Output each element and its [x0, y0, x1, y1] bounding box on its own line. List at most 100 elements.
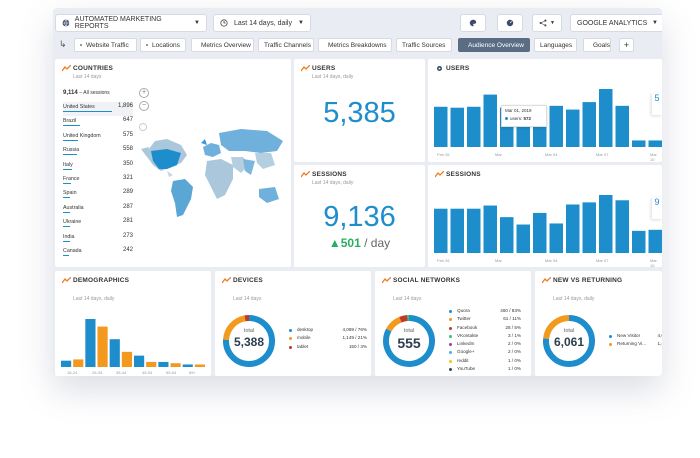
- legend-item[interactable]: Facebook 28 / 5%: [449, 325, 521, 333]
- legend-item[interactable]: Twitter 61 / 11%: [449, 316, 521, 324]
- legend-item[interactable]: VKontakte 3 / 1%: [449, 333, 521, 341]
- donut-slice[interactable]: [543, 315, 570, 340]
- legend-item[interactable]: Returning Vi... 1,412: [609, 341, 662, 349]
- donut-slice[interactable]: [223, 315, 275, 367]
- sessions-bar[interactable]: [615, 200, 630, 253]
- demographics-bar[interactable]: [85, 319, 96, 367]
- reset-map-button[interactable]: [139, 123, 147, 131]
- demographics-bar[interactable]: [97, 326, 108, 367]
- gear-icon: [437, 66, 442, 71]
- legend-item[interactable]: Google+ 2 / 0%: [449, 349, 521, 357]
- demographics-bar[interactable]: [134, 355, 145, 367]
- tab-traffic-sources[interactable]: Traffic Sources: [396, 38, 452, 52]
- users-bar[interactable]: [467, 106, 481, 147]
- donut-slice[interactable]: [399, 315, 408, 323]
- legend-item[interactable]: mobile 1,149 / 21%: [289, 335, 367, 343]
- legend-item[interactable]: desktop 4,089 / 76%: [289, 327, 367, 335]
- users-bar[interactable]: [582, 102, 597, 147]
- users-bar[interactable]: [632, 140, 646, 147]
- sessions-bar[interactable]: [450, 208, 465, 253]
- sessions-bar[interactable]: [582, 202, 597, 253]
- donut-slice[interactable]: [386, 316, 402, 332]
- users-bar[interactable]: [483, 94, 498, 147]
- demographics-bar[interactable]: [73, 359, 84, 367]
- demographics-bar[interactable]: [146, 361, 157, 367]
- country-row[interactable]: France 321: [63, 174, 133, 188]
- panel-title: COUNTRIES: [73, 65, 114, 72]
- country-row[interactable]: Italy 350: [63, 160, 133, 174]
- users-bar[interactable]: [615, 105, 630, 147]
- sessions-bar[interactable]: [533, 212, 547, 253]
- sessions-bar[interactable]: [500, 217, 514, 253]
- country-row[interactable]: Spain 289: [63, 188, 133, 202]
- demographics-bar[interactable]: [121, 351, 132, 367]
- tab-audience-overview[interactable]: Audience Overview: [458, 38, 530, 52]
- country-row[interactable]: United States 1,896: [63, 102, 133, 117]
- country-value: 1,896: [117, 103, 133, 109]
- add-tab-button[interactable]: +: [619, 38, 634, 52]
- tab-goals[interactable]: Goals: [583, 38, 611, 52]
- sessions-kpi-panel: SESSIONS Last 14 days, daily 9,136 ▲501 …: [294, 165, 425, 267]
- legend-label: VKontakte: [457, 332, 479, 338]
- tab-locations[interactable]: Locations: [140, 38, 186, 52]
- country-row[interactable]: Australia 287: [63, 203, 133, 217]
- x-tick-label: Mar 07: [596, 152, 609, 157]
- sessions-bar[interactable]: [434, 208, 448, 253]
- legend-item[interactable]: LinkedIn 2 / 0%: [449, 341, 521, 349]
- sessions-bar[interactable]: [566, 204, 580, 253]
- refresh-button[interactable]: [497, 14, 523, 32]
- sessions-bar[interactable]: [632, 230, 646, 253]
- tab-label: Traffic Sources: [402, 41, 446, 49]
- donut-slice[interactable]: [223, 315, 246, 341]
- sessions-bar[interactable]: [549, 223, 564, 253]
- demographics-panel: DEMOGRAPHICS Last 14 days, daily 18-24 25…: [55, 271, 211, 376]
- users-bar[interactable]: [434, 106, 448, 147]
- trend-icon: [62, 277, 71, 284]
- demographics-bar[interactable]: [158, 361, 169, 367]
- country-row[interactable]: Canada 242: [63, 246, 133, 260]
- tab-metrics-breakdowns[interactable]: Metrics Breakdowns: [318, 38, 392, 52]
- data-source-selector[interactable]: GOOGLE ANALYTICS ▼: [570, 14, 662, 32]
- demographics-bar[interactable]: [182, 364, 193, 367]
- share-button[interactable]: ▼: [532, 14, 562, 32]
- demographics-bar[interactable]: [109, 339, 120, 367]
- country-row[interactable]: Ukraine 281: [63, 217, 133, 231]
- legend-swatch: [609, 335, 612, 338]
- tab-traffic-channels[interactable]: Traffic Channels: [258, 38, 314, 52]
- country-bar: [63, 139, 78, 141]
- demographics-bar[interactable]: [61, 360, 72, 367]
- report-selector[interactable]: AUTOMATED MARKETING REPORTS ▼: [55, 14, 207, 32]
- donut-slice[interactable]: [383, 315, 435, 367]
- users-bar[interactable]: [599, 89, 613, 147]
- users-bar[interactable]: [450, 107, 465, 147]
- legend-item[interactable]: Quora 460 / 83%: [449, 308, 521, 316]
- demographics-bar[interactable]: [194, 364, 205, 367]
- country-row[interactable]: Russia 558: [63, 145, 133, 159]
- users-bar[interactable]: [549, 105, 564, 147]
- tab-languages[interactable]: Languages: [534, 38, 577, 52]
- x-tick-label: Mar 10: [650, 258, 657, 267]
- legend-item[interactable]: tablet 150 / 3%: [289, 344, 367, 352]
- demographics-bar[interactable]: [170, 363, 181, 367]
- tab-metrics-overview[interactable]: Metrics Overview: [191, 38, 254, 52]
- sessions-bar[interactable]: [648, 229, 663, 253]
- legend-item[interactable]: New Visitor 4,649: [609, 333, 662, 341]
- legend-item[interactable]: reddit 1 / 0%: [449, 358, 521, 366]
- theme-button[interactable]: [460, 14, 486, 32]
- sessions-bar[interactable]: [467, 208, 481, 253]
- zoom-in-button[interactable]: +: [139, 88, 149, 98]
- legend-item[interactable]: YouTube 1 / 0%: [449, 366, 521, 374]
- country-name: Brazil: [63, 118, 77, 125]
- tab-website-traffic[interactable]: Website Traffic: [74, 38, 137, 52]
- sessions-bar[interactable]: [483, 205, 498, 253]
- date-range-selector[interactable]: Last 14 days, daily ▼: [213, 14, 311, 32]
- country-row[interactable]: United Kingdom 575: [63, 131, 133, 145]
- users-bar[interactable]: [566, 109, 580, 147]
- zoom-out-button[interactable]: −: [139, 101, 149, 111]
- country-row[interactable]: India 273: [63, 232, 133, 246]
- sessions-bar[interactable]: [516, 224, 531, 253]
- sessions-bar[interactable]: [599, 195, 613, 253]
- country-row[interactable]: Brazil 647: [63, 116, 133, 130]
- users-bar[interactable]: [648, 140, 663, 147]
- donut-slice[interactable]: [543, 315, 595, 367]
